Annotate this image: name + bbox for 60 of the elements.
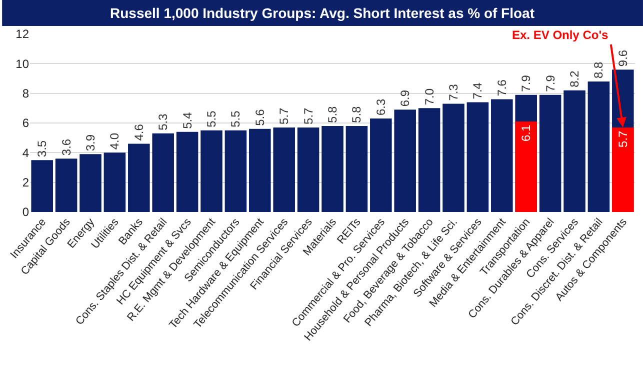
data-label: 3.9 [84,134,98,152]
data-label: 7.6 [494,79,509,96]
data-label: 7.0 [422,88,436,106]
data-label: 5.5 [204,110,218,128]
y-tick-label: 2 [22,176,30,190]
y-tick-label: 0 [22,205,30,220]
y-tick-label: 12 [16,27,30,42]
bar [224,130,247,212]
data-label: 7.9 [543,74,558,92]
data-label: 6.9 [398,90,412,107]
data-label: 5.8 [326,106,340,123]
bar [418,108,440,212]
data-label: 5.3 [156,113,170,130]
bar [588,81,610,212]
data-label: 7.3 [446,84,460,101]
data-label: 5.7 [277,107,292,124]
bar [273,127,295,212]
bar [31,160,53,212]
data-label: 4.6 [132,124,146,141]
data-label: 6.1 [519,124,534,142]
data-label: 8.2 [568,70,582,88]
bar [128,144,150,212]
y-tick-label: 8 [22,86,30,101]
data-label: 5.7 [301,107,316,124]
bar [80,154,102,212]
bar [466,102,489,212]
bar [515,122,537,212]
bar [346,126,368,212]
data-label: 8.8 [592,61,606,78]
y-tick-label: 6 [22,116,30,130]
bar [394,110,416,212]
data-label: 7.4 [470,82,485,100]
data-label: 9.6 [616,50,630,67]
bar [442,104,464,212]
bar [55,158,78,212]
bar [370,118,392,212]
bar [104,152,126,212]
data-label: 4.0 [108,132,122,150]
data-label: 5.8 [350,106,364,123]
data-label: 3.5 [35,140,50,158]
data-label: 5.4 [180,112,194,129]
data-label: 3.6 [59,138,74,156]
bar [322,126,344,212]
bar [249,128,271,212]
data-label: 5.6 [252,108,267,126]
bar [564,90,586,212]
chart-title: Russell 1,000 Industry Groups: Avg. Short Interest as % of Float [110,5,535,21]
bar [539,94,562,212]
bar [152,133,174,212]
y-tick-label: 4 [22,146,30,160]
y-tick-label: 10 [16,56,30,71]
bar [176,132,198,212]
annotation: Ex. EV Only Co's [512,28,609,42]
data-label: 6.3 [374,98,388,116]
bar [297,127,320,212]
data-label: 7.9 [519,74,534,92]
bar [491,99,513,212]
data-label: 5.7 [616,130,630,148]
data-label: 5.5 [228,110,243,128]
bar [200,130,222,212]
